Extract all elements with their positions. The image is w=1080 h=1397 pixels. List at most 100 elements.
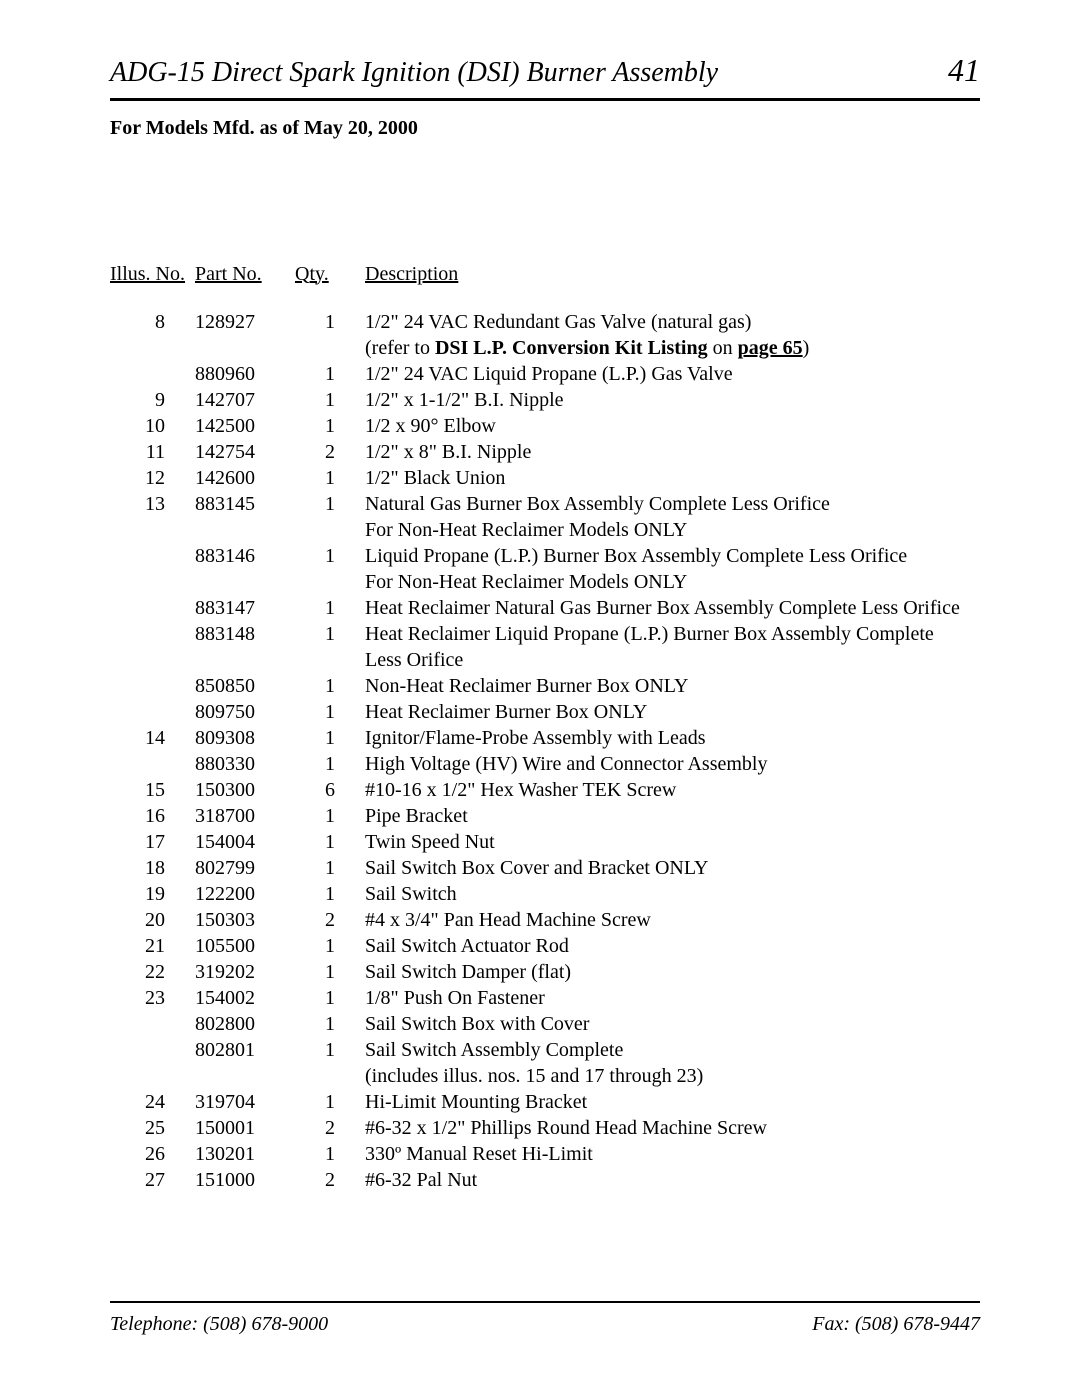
- parts-table: Illus. No. Part No. Qty. Description 812…: [110, 261, 980, 1193]
- footer-telephone: Telephone: (508) 678-9000: [110, 1311, 328, 1337]
- cell-part: 318700: [195, 803, 295, 829]
- cell-desc: (refer to DSI L.P. Conversion Kit Listin…: [365, 335, 980, 361]
- cell-part: 151000: [195, 1167, 295, 1193]
- table-row: 163187001Pipe Bracket: [110, 803, 980, 829]
- table-row: 2315400211/8" Push On Fastener: [110, 985, 980, 1011]
- table-row: 8803301High Voltage (HV) Wire and Connec…: [110, 751, 980, 777]
- cell-part: 154002: [195, 985, 295, 1011]
- cell-illus: 17: [110, 829, 195, 855]
- cell-desc: #6-32 Pal Nut: [365, 1167, 980, 1193]
- cell-qty: 1: [295, 673, 365, 699]
- subtitle: For Models Mfd. as of May 20, 2000: [110, 115, 980, 141]
- cell-desc: For Non-Heat Reclaimer Models ONLY: [365, 517, 980, 543]
- footer-fax: Fax: (508) 678-9447: [812, 1311, 980, 1337]
- cell-part: 319202: [195, 959, 295, 985]
- cell-desc: Less Orifice: [365, 647, 980, 673]
- cell-desc: #10-16 x 1/2" Hex Washer TEK Screw: [365, 777, 980, 803]
- cell-illus: 23: [110, 985, 195, 1011]
- cell-qty: 1: [295, 725, 365, 751]
- cell-desc: High Voltage (HV) Wire and Connector Ass…: [365, 751, 980, 777]
- table-row: 191222001Sail Switch: [110, 881, 980, 907]
- table-row: 1114275421/2" x 8" B.I. Nipple: [110, 439, 980, 465]
- table-row: 812892711/2" 24 VAC Redundant Gas Valve …: [110, 309, 980, 335]
- cell-desc: Natural Gas Burner Box Assembly Complete…: [365, 491, 980, 517]
- cell-qty: 2: [295, 1167, 365, 1193]
- table-row: For Non-Heat Reclaimer Models ONLY: [110, 569, 980, 595]
- cell-part: 883148: [195, 621, 295, 647]
- cell-desc: Sail Switch: [365, 881, 980, 907]
- cell-part: 883145: [195, 491, 295, 517]
- cell-desc: 1/2" 24 VAC Redundant Gas Valve (natural…: [365, 309, 980, 335]
- table-row: For Non-Heat Reclaimer Models ONLY: [110, 517, 980, 543]
- cell-qty: 1: [295, 1141, 365, 1167]
- cell-qty: 1: [295, 465, 365, 491]
- table-row: (includes illus. nos. 15 and 17 through …: [110, 1063, 980, 1089]
- cell-illus: 25: [110, 1115, 195, 1141]
- cell-part: 142707: [195, 387, 295, 413]
- cell-qty: 1: [295, 621, 365, 647]
- table-header-row: Illus. No. Part No. Qty. Description: [110, 261, 980, 287]
- cell-desc: 1/2" x 8" B.I. Nipple: [365, 439, 980, 465]
- table-row: 243197041Hi-Limit Mounting Bracket: [110, 1089, 980, 1115]
- table-row: 8508501Non-Heat Reclaimer Burner Box ONL…: [110, 673, 980, 699]
- cell-illus: 24: [110, 1089, 195, 1115]
- cell-desc: Sail Switch Actuator Rod: [365, 933, 980, 959]
- cell-part: 802799: [195, 855, 295, 881]
- page-footer: Telephone: (508) 678-9000 Fax: (508) 678…: [110, 1301, 980, 1337]
- cell-qty: 1: [295, 309, 365, 335]
- table-row: 188027991Sail Switch Box Cover and Brack…: [110, 855, 980, 881]
- cell-desc: 1/2" 24 VAC Liquid Propane (L.P.) Gas Va…: [365, 361, 980, 387]
- cell-qty: 2: [295, 439, 365, 465]
- cell-part: 883146: [195, 543, 295, 569]
- cell-desc: Pipe Bracket: [365, 803, 980, 829]
- page-title: ADG-15 Direct Spark Ignition (DSI) Burne…: [110, 55, 718, 91]
- cell-illus: 16: [110, 803, 195, 829]
- col-header-qty: Qty.: [295, 261, 365, 287]
- col-header-part: Part No.: [195, 261, 295, 287]
- table-row: 148093081Ignitor/Flame-Probe Assembly wi…: [110, 725, 980, 751]
- cell-illus: 27: [110, 1167, 195, 1193]
- cell-qty: 1: [295, 595, 365, 621]
- table-row: (refer to DSI L.P. Conversion Kit Listin…: [110, 335, 980, 361]
- cell-illus: 21: [110, 933, 195, 959]
- cell-qty: 1: [295, 803, 365, 829]
- col-header-illus: Illus. No.: [110, 261, 195, 287]
- cell-part: 883147: [195, 595, 295, 621]
- cell-qty: 2: [295, 907, 365, 933]
- cell-illus: 22: [110, 959, 195, 985]
- cell-desc: Heat Reclaimer Liquid Propane (L.P.) Bur…: [365, 621, 980, 647]
- cell-qty: 2: [295, 1115, 365, 1141]
- cell-qty: 1: [295, 1089, 365, 1115]
- cell-qty: 1: [295, 491, 365, 517]
- cell-desc: Sail Switch Box Cover and Bracket ONLY: [365, 855, 980, 881]
- cell-illus: 12: [110, 465, 195, 491]
- cell-desc: 1/8" Push On Fastener: [365, 985, 980, 1011]
- table-row: 261302011330º Manual Reset Hi-Limit: [110, 1141, 980, 1167]
- cell-qty: 1: [295, 933, 365, 959]
- table-row: 151503006#10-16 x 1/2" Hex Washer TEK Sc…: [110, 777, 980, 803]
- cell-illus: 14: [110, 725, 195, 751]
- cell-desc: Sail Switch Assembly Complete: [365, 1037, 980, 1063]
- cell-desc: Heat Reclaimer Burner Box ONLY: [365, 699, 980, 725]
- cell-part: 880960: [195, 361, 295, 387]
- table-row: 8831461Liquid Propane (L.P.) Burner Box …: [110, 543, 980, 569]
- table-row: Less Orifice: [110, 647, 980, 673]
- table-row: 8028001Sail Switch Box with Cover: [110, 1011, 980, 1037]
- cell-desc: Sail Switch Box with Cover: [365, 1011, 980, 1037]
- cell-qty: 1: [295, 543, 365, 569]
- cell-desc: Ignitor/Flame-Probe Assembly with Leads: [365, 725, 980, 751]
- cell-part: 130201: [195, 1141, 295, 1167]
- cell-qty: 6: [295, 777, 365, 803]
- cell-illus: 19: [110, 881, 195, 907]
- cell-part: 142500: [195, 413, 295, 439]
- cell-part: 142754: [195, 439, 295, 465]
- cell-qty: 1: [295, 1037, 365, 1063]
- col-header-desc: Description: [365, 261, 980, 287]
- cell-part: 809750: [195, 699, 295, 725]
- cell-part: 802801: [195, 1037, 295, 1063]
- cell-part: 150001: [195, 1115, 295, 1141]
- cell-qty: 1: [295, 413, 365, 439]
- cell-illus: 10: [110, 413, 195, 439]
- table-row: 8028011Sail Switch Assembly Complete: [110, 1037, 980, 1063]
- cell-illus: 18: [110, 855, 195, 881]
